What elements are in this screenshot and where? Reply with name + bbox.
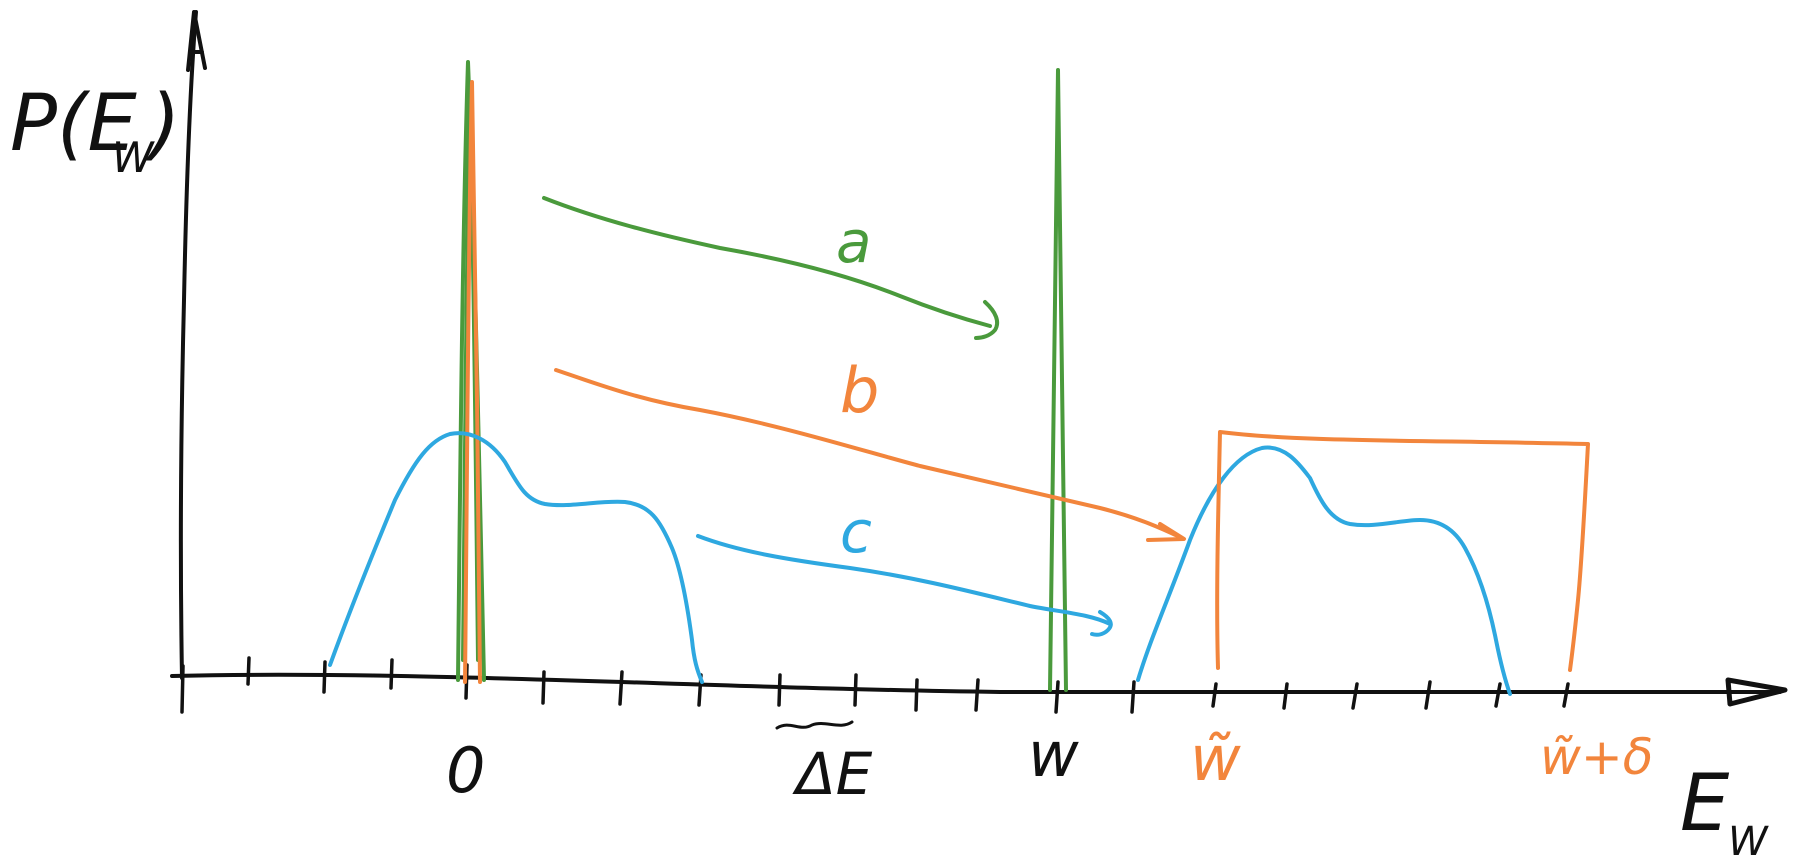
tick — [1562, 682, 1570, 708]
y-axis-line — [178, 10, 198, 680]
arrow-c-head — [1090, 610, 1113, 637]
arrow-b-label: b — [840, 354, 879, 427]
arrow-c-label: c — [840, 498, 872, 566]
arrow-b — [554, 368, 1186, 542]
axes — [170, 10, 1788, 707]
x-axis-label: E W — [1680, 759, 1769, 860]
tick — [853, 673, 858, 707]
tick — [914, 678, 919, 712]
tick — [1130, 680, 1136, 714]
tick — [541, 670, 546, 705]
x-axis-ticks — [180, 656, 1570, 714]
y-axis-label-close: ) — [145, 79, 180, 169]
blue-distribution-shifted — [1136, 445, 1512, 696]
tick — [1054, 680, 1060, 714]
tick-label-w-tilde-plus-delta: w̃+δ — [1540, 728, 1653, 786]
tick — [180, 664, 185, 714]
arrow-a-label: a — [836, 208, 872, 276]
x-axis-label-main: E — [1680, 759, 1730, 849]
x-axis-line — [170, 672, 1782, 695]
delta-e-brace — [775, 720, 854, 730]
orange-box-distribution — [1215, 430, 1590, 672]
green-delta-peaks — [456, 60, 1068, 692]
x-axis-arrowhead — [1725, 677, 1788, 707]
tick — [1494, 682, 1502, 708]
arrow-c-shaft — [696, 534, 1112, 626]
tick-label-delta-e: ΔE — [792, 740, 873, 808]
tick — [389, 658, 394, 690]
tick — [777, 673, 782, 707]
tick-label-w-tilde: w̃ — [1190, 722, 1241, 795]
orange-peak-at-zero — [463, 80, 482, 684]
green-peak-at-w — [1048, 68, 1068, 692]
y-axis-label-subscript: W — [112, 133, 155, 182]
tick — [618, 670, 624, 706]
tick — [1282, 682, 1289, 710]
arrow-b-head — [1146, 522, 1186, 542]
tick — [322, 660, 327, 694]
y-axis-label: P(E W ) — [10, 79, 180, 182]
tick — [1424, 680, 1432, 710]
arrow-c — [696, 534, 1113, 637]
x-axis-label-subscript: W — [1728, 819, 1769, 860]
tick — [246, 656, 251, 686]
y-axis-label-main: P(E — [10, 79, 137, 169]
tick — [1211, 682, 1218, 708]
tick-label-w: w — [1028, 718, 1079, 791]
tick-label-zero: 0 — [446, 734, 485, 807]
blue-distribution-original — [328, 431, 704, 684]
arrow-a-shaft — [542, 196, 992, 328]
y-axis-arrowhead — [186, 10, 207, 72]
arrow-a-head — [974, 300, 1000, 340]
tick — [974, 678, 980, 712]
arrow-b-shaft — [554, 368, 1184, 540]
tick — [1351, 682, 1359, 710]
arrow-a — [542, 196, 1000, 340]
